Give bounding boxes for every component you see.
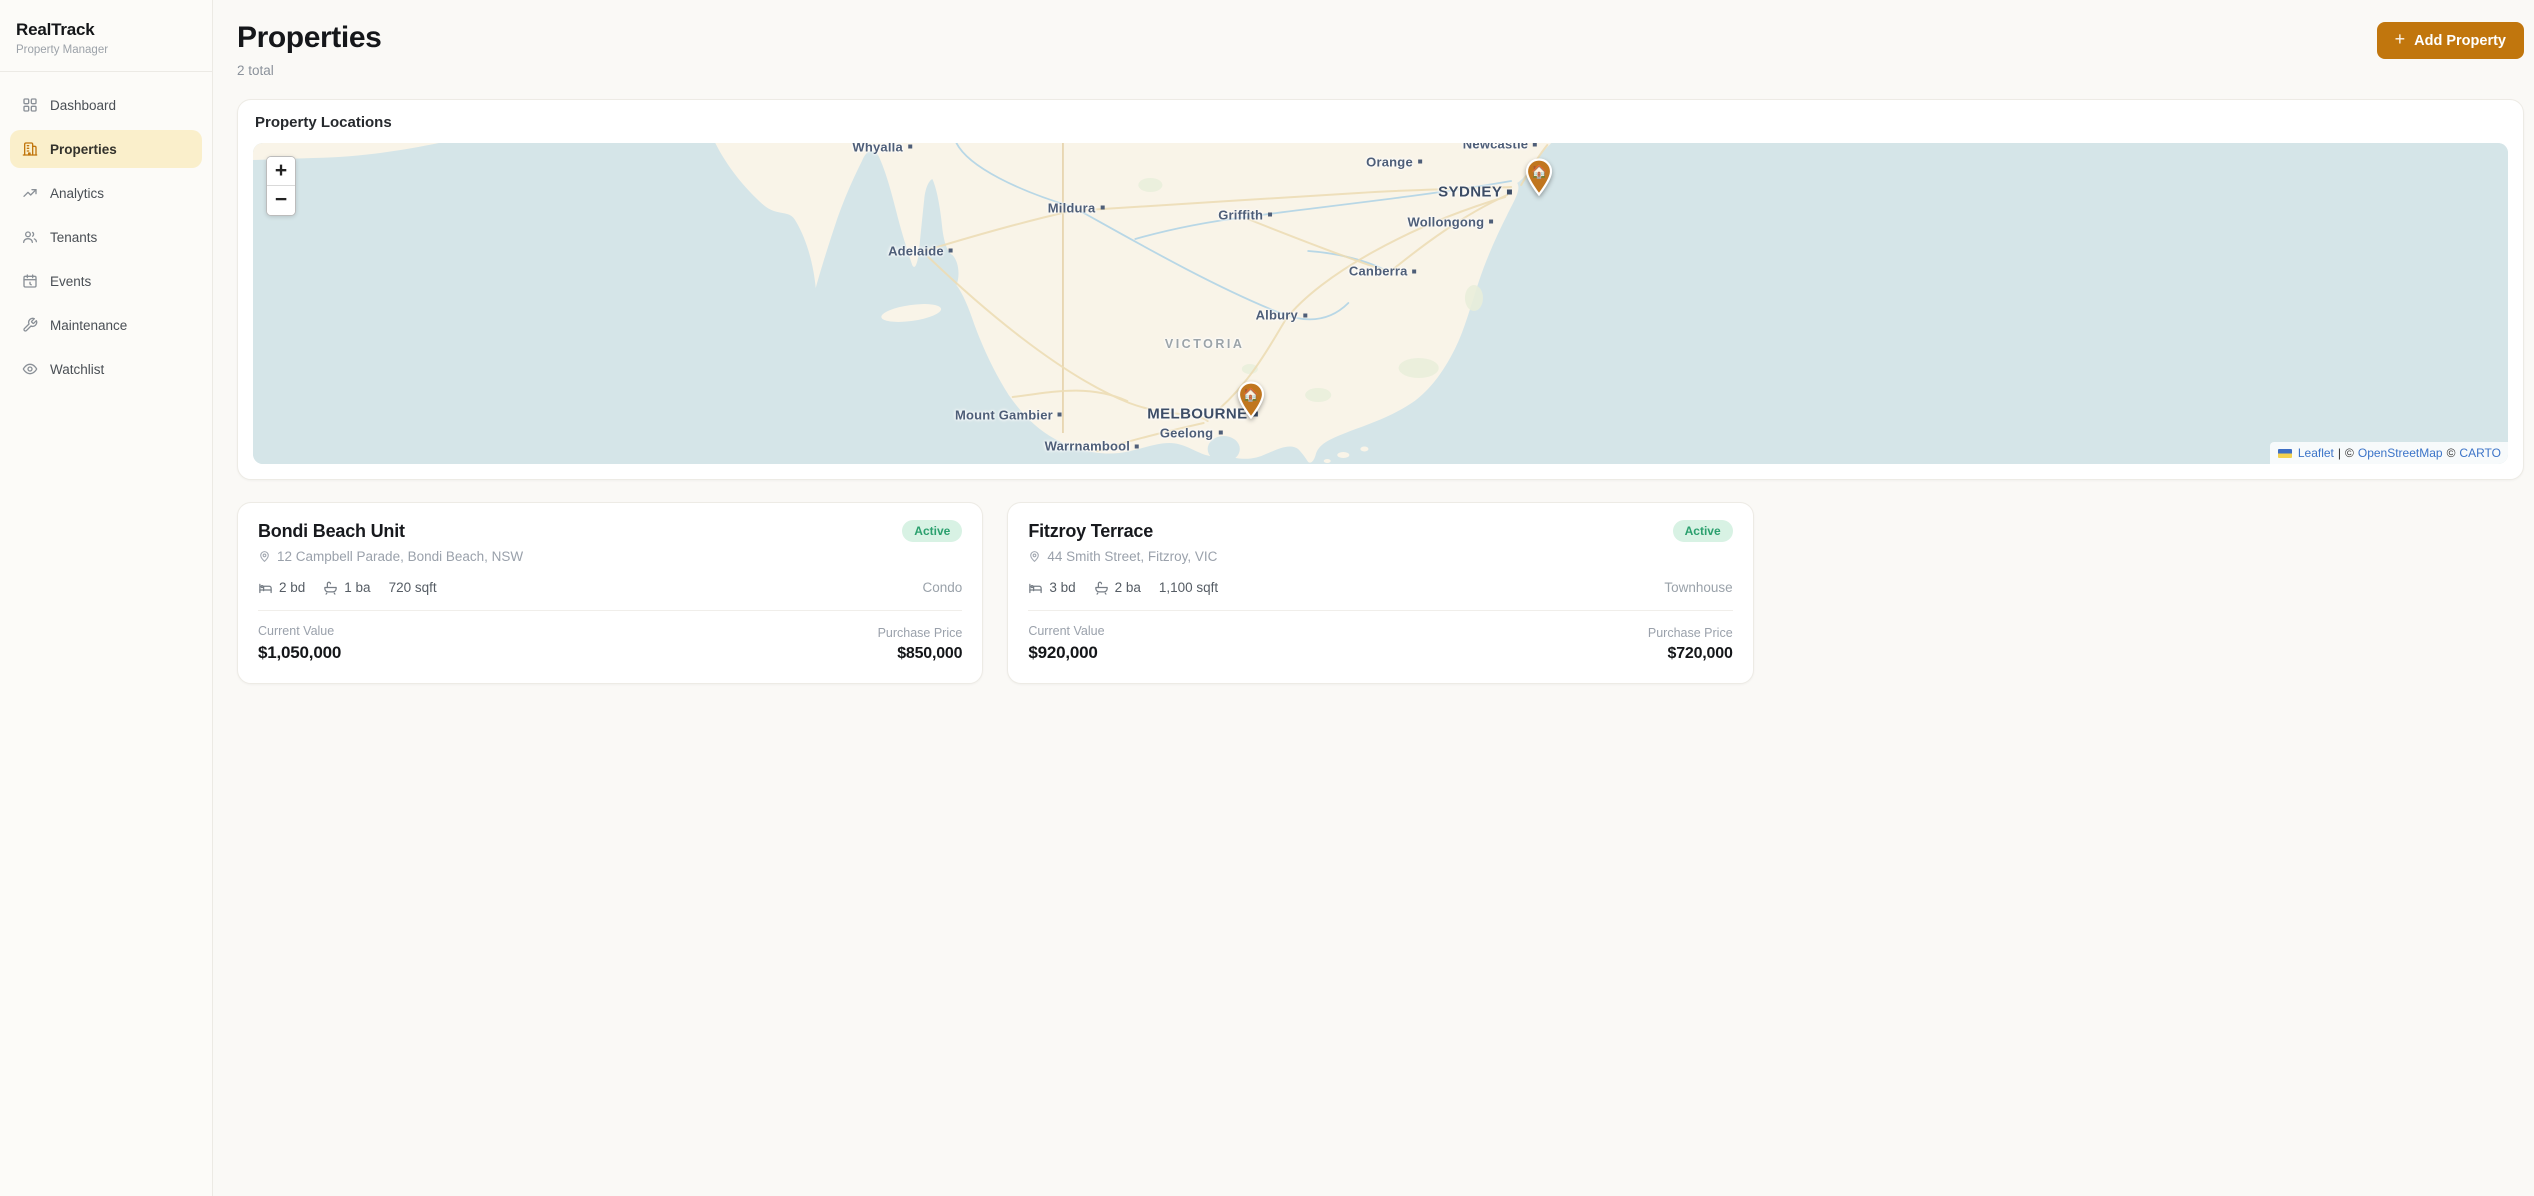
map-zoom-control: + −	[266, 156, 296, 216]
map-pin-shape	[1526, 158, 1553, 196]
carto-link[interactable]: CARTO	[2459, 446, 2501, 460]
property-address-row: 44 Smith Street, Fitzroy, VIC	[1028, 549, 1732, 564]
map-attribution: Leaflet | © OpenStreetMap © CARTO	[2269, 442, 2508, 464]
sqft-stat: 1,100 sqft	[1158, 580, 1219, 595]
sidebar-item-dashboard[interactable]: Dashboard	[10, 86, 202, 124]
sidebar-item-events[interactable]: Events	[10, 262, 202, 300]
property-card-grid: Bondi Beach Unit Active 12 Campbell Para…	[237, 502, 2524, 684]
copyright-symbol: ©	[2446, 446, 2456, 460]
sidebar-item-properties[interactable]: Properties	[10, 130, 202, 168]
property-type: Townhouse	[1664, 580, 1733, 595]
property-name: Bondi Beach Unit	[258, 521, 405, 541]
beds-stat: 2 bd	[258, 580, 305, 595]
card-divider	[258, 610, 963, 611]
status-badge: Active	[902, 520, 963, 542]
baths-stat: 1 ba	[323, 580, 371, 595]
wrench-icon	[22, 317, 38, 333]
bed-icon	[1029, 583, 1043, 594]
sidebar-item-label: Properties	[50, 141, 117, 157]
sidebar: RealTrack Property Manager Dashboard Pro…	[0, 0, 213, 1196]
house-icon: 🏠	[1242, 387, 1259, 403]
purchase-price-label: Purchase Price	[1647, 626, 1733, 640]
purchase-price-block: Purchase Price $850,000	[878, 626, 963, 663]
attribution-separator: |	[2337, 446, 2342, 460]
property-values-row: Current Value $1,050,000 Purchase Price …	[258, 624, 963, 663]
openstreetmap-link[interactable]: OpenStreetMap	[2357, 446, 2443, 460]
copyright-symbol: ©	[2345, 446, 2354, 460]
sidebar-item-label: Dashboard	[50, 97, 117, 113]
current-value-label: Current Value	[258, 624, 335, 638]
ukraine-flag-icon	[2277, 448, 2292, 458]
brand: RealTrack Property Manager	[0, 0, 212, 71]
current-value: $1,050,000	[258, 643, 342, 662]
add-property-button[interactable]: + Add Property	[2376, 22, 2524, 59]
total-count: 2 total	[237, 63, 274, 78]
map-pin-shape	[1237, 381, 1264, 420]
page-header: Properties 2 total + Add Property	[237, 21, 2524, 78]
sidebar-divider	[0, 71, 212, 72]
baths-stat: 2 ba	[1094, 580, 1141, 595]
map-marker-sydney[interactable]: 🏠	[1524, 158, 1554, 196]
sidebar-item-label: Watchlist	[50, 361, 105, 377]
map-pin-icon	[260, 551, 269, 562]
users-icon	[22, 229, 38, 245]
sidebar-item-label: Maintenance	[50, 317, 128, 333]
purchase-price: $720,000	[1667, 645, 1733, 662]
sidebar-item-label: Analytics	[50, 185, 105, 201]
map-pin-icon	[1030, 551, 1040, 562]
dashboard-icon	[22, 97, 38, 113]
purchase-price: $850,000	[897, 645, 963, 662]
card-divider	[1028, 610, 1733, 611]
current-value-block: Current Value $920,000	[1028, 624, 1104, 663]
map-background	[253, 143, 2508, 464]
sidebar-item-tenants[interactable]: Tenants	[10, 218, 202, 256]
trending-up-icon	[22, 185, 38, 201]
plus-icon: +	[2394, 29, 2406, 49]
sidebar-item-label: Tenants	[50, 229, 98, 245]
status-badge: Active	[1672, 520, 1733, 542]
current-value-block: Current Value $1,050,000	[258, 624, 341, 663]
property-address-row: 12 Campbell Parade, Bondi Beach, NSW	[258, 549, 962, 564]
property-address: 44 Smith Street, Fitzroy, VIC	[1047, 549, 1218, 564]
property-stats-row: 3 bd 2 ba 1,100 sqft Townhouse	[1028, 580, 1733, 595]
purchase-price-block: Purchase Price $720,000	[1648, 626, 1733, 663]
bed-icon	[259, 583, 272, 594]
map-marker-melbourne[interactable]: 🏠	[1236, 381, 1266, 420]
map[interactable]: Whyalla Mildura Adelaide Griffith Orange…	[253, 143, 2508, 464]
property-stats-row: 2 bd 1 ba 720 sqft Condo	[258, 580, 962, 595]
sidebar-item-label: Events	[50, 273, 92, 289]
property-address: 12 Campbell Parade, Bondi Beach, NSW	[277, 549, 524, 564]
property-values-row: Current Value $920,000 Purchase Price $7…	[1028, 624, 1733, 663]
building-icon	[22, 141, 38, 157]
map-card: Property Locations	[237, 99, 2524, 480]
current-value-label: Current Value	[1028, 624, 1105, 638]
leaflet-link[interactable]: Leaflet	[2297, 446, 2334, 460]
purchase-price-label: Purchase Price	[877, 626, 963, 640]
property-type: Condo	[922, 580, 963, 595]
sidebar-item-analytics[interactable]: Analytics	[10, 174, 202, 212]
bath-icon	[324, 581, 338, 595]
beds-stat: 3 bd	[1028, 580, 1076, 595]
app-subtitle: Property Manager	[16, 44, 109, 56]
sidebar-item-maintenance[interactable]: Maintenance	[10, 306, 202, 344]
calendar-icon	[22, 273, 38, 289]
page-title: Properties	[237, 21, 382, 54]
property-card[interactable]: Fitzroy Terrace Active 44 Smith Street, …	[1007, 502, 1754, 684]
current-value: $920,000	[1028, 643, 1098, 662]
app-title: RealTrack	[16, 20, 95, 39]
house-icon: 🏠	[1531, 163, 1548, 179]
sidebar-item-watchlist[interactable]: Watchlist	[10, 350, 202, 388]
zoom-in-button[interactable]: +	[267, 157, 295, 186]
sidebar-nav: Dashboard Properties Analytics Tenants	[0, 72, 212, 408]
zoom-out-button[interactable]: −	[267, 186, 295, 215]
main-content: Properties 2 total + Add Property Proper…	[213, 0, 2534, 1196]
eye-icon	[22, 361, 38, 377]
map-card-title: Property Locations	[255, 114, 392, 131]
property-card[interactable]: Bondi Beach Unit Active 12 Campbell Para…	[237, 502, 984, 684]
add-property-label: Add Property	[2414, 32, 2506, 49]
bath-icon	[1094, 581, 1108, 595]
property-name: Fitzroy Terrace	[1028, 521, 1154, 541]
sqft-stat: 720 sqft	[388, 580, 437, 595]
